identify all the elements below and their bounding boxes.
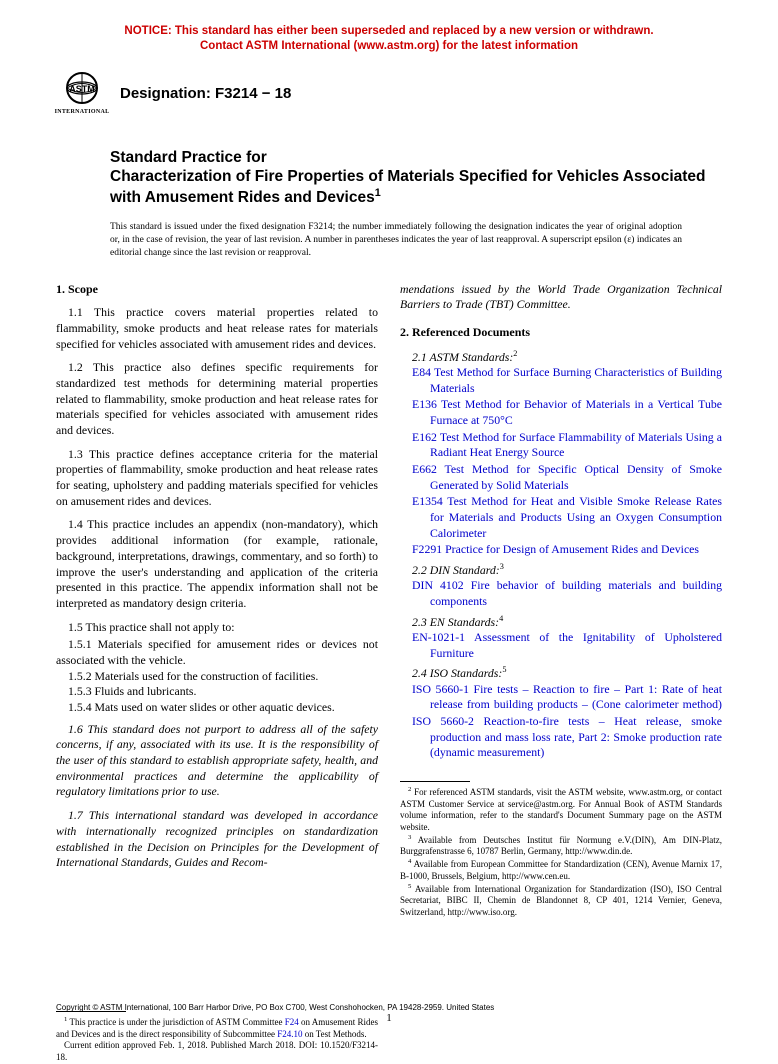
footnote-3: 3 Available from Deutsches Institut für … xyxy=(400,834,722,858)
svg-text:ASTM: ASTM xyxy=(69,84,95,94)
fn2-text: For referenced ASTM standards, visit the… xyxy=(400,787,722,832)
refs-s23: 2.3 EN Standards: xyxy=(412,615,499,629)
fn1-link2[interactable]: F24.10 xyxy=(277,1029,302,1039)
ref-e1354-title[interactable]: Test Method for Heat and Visible Smoke R… xyxy=(430,494,722,539)
std-title: Characterization of Fire Properties of M… xyxy=(110,167,712,207)
ref-e662-title[interactable]: Test Method for Specific Optical Density… xyxy=(430,462,722,492)
ref-en1021-code[interactable]: EN-1021-1 xyxy=(412,630,465,644)
ref-iso5660-2: ISO 5660-2 Reaction-to-fire tests – Heat… xyxy=(400,714,722,761)
ref-e162-code[interactable]: E162 xyxy=(412,430,437,444)
ref-e662: E662 Test Method for Specific Optical De… xyxy=(400,462,722,493)
ref-f2291: F2291 Practice for Design of Amusement R… xyxy=(400,542,722,558)
fn3-text: Available from Deutsches Institut für No… xyxy=(400,835,722,857)
astm-logo-icon: ASTM xyxy=(58,71,106,111)
issuance-note: This standard is issued under the fixed … xyxy=(110,221,682,259)
scope-heading: 1. Scope xyxy=(56,282,378,298)
ref-e1354: E1354 Test Method for Heat and Visible S… xyxy=(400,494,722,541)
page-number: 1 xyxy=(0,1011,778,1025)
footnote-1d: Current edition approved Feb. 1, 2018. P… xyxy=(56,1040,378,1063)
ref-e162-title[interactable]: Test Method for Surface Flammability of … xyxy=(430,430,722,460)
astm-logo: ASTM INTERNATIONAL xyxy=(56,68,108,120)
refs-s23-sup: 4 xyxy=(499,614,503,623)
ref-din4102: DIN 4102 Fire behavior of building mater… xyxy=(400,578,722,609)
ref-e662-code[interactable]: E662 xyxy=(412,462,437,476)
footnote-5: 5 Available from International Organizat… xyxy=(400,883,722,919)
right-footnotes: 2 For referenced ASTM standards, visit t… xyxy=(400,781,722,919)
ref-e162: E162 Test Method for Surface Flammabilit… xyxy=(400,430,722,461)
refs-s21: 2.1 ASTM Standards: xyxy=(412,349,513,363)
para-1-4: 1.4 This practice includes an appendix (… xyxy=(56,517,378,611)
refs-s22: 2.2 DIN Standard: xyxy=(412,563,500,577)
para-1-2: 1.2 This practice also defines specific … xyxy=(56,360,378,438)
para-1-6: 1.6 This standard does not purport to ad… xyxy=(56,722,378,800)
refs-s21-sup: 2 xyxy=(513,349,517,358)
footnote-2: 2 For referenced ASTM standards, visit t… xyxy=(400,786,722,834)
para-1-7a: 1.7 This international standard was deve… xyxy=(56,808,378,871)
footnote-4: 4 Available from European Committee for … xyxy=(400,858,722,882)
ref-e84-code[interactable]: E84 xyxy=(412,365,431,379)
ref-e1354-code[interactable]: E1354 xyxy=(412,494,443,508)
ref-iso5660-1: ISO 5660-1 Fire tests – Reaction to fire… xyxy=(400,682,722,713)
left-column: 1. Scope 1.1 This practice covers materi… xyxy=(56,282,378,1064)
fn1-c: on Test Methods. xyxy=(302,1029,366,1039)
notice-banner: NOTICE: This standard has either been su… xyxy=(56,24,722,54)
ref-en1021: EN-1021-1 Assessment of the Ignitability… xyxy=(400,630,722,661)
ref-iso5660-2-code[interactable]: ISO 5660-2 xyxy=(412,714,474,728)
ref-e84: E84 Test Method for Surface Burning Char… xyxy=(400,365,722,396)
refs-s24-sup: 5 xyxy=(502,665,506,674)
refs-iso-head: 2.4 ISO Standards:5 xyxy=(400,665,722,681)
ref-din4102-title[interactable]: Fire behavior of building materials and … xyxy=(430,578,722,608)
refs-s24: 2.4 ISO Standards: xyxy=(412,666,502,680)
std-label: Standard Practice for xyxy=(110,148,712,167)
fn4-text: Available from European Committee for St… xyxy=(400,859,722,881)
para-1-3: 1.3 This practice defines acceptance cri… xyxy=(56,447,378,510)
refs-en-head: 2.3 EN Standards:4 xyxy=(400,614,722,630)
fn5-text: Available from International Organizatio… xyxy=(400,884,722,917)
right-column: mendations issued by the World Trade Org… xyxy=(400,282,722,1064)
ref-e84-title[interactable]: Test Method for Surface Burning Characte… xyxy=(430,365,722,395)
refs-astm-head: 2.1 ASTM Standards:2 xyxy=(400,349,722,365)
notice-line2: Contact ASTM International (www.astm.org… xyxy=(200,40,578,52)
std-title-text: Characterization of Fire Properties of M… xyxy=(110,168,706,206)
title-sup: 1 xyxy=(375,187,381,199)
logo-label: INTERNATIONAL xyxy=(55,109,110,117)
para-1-5-2: 1.5.2 Materials used for the constructio… xyxy=(56,669,378,685)
ref-e136-title[interactable]: Test Method for Behavior of Materials in… xyxy=(430,397,722,427)
para-1-5: 1.5 This practice shall not apply to: xyxy=(56,620,378,636)
header-row: ASTM INTERNATIONAL Designation: F3214 − … xyxy=(56,68,722,120)
para-1-5-3: 1.5.3 Fluids and lubricants. xyxy=(56,684,378,700)
footnote-rule-right xyxy=(400,781,470,782)
designation: Designation: F3214 − 18 xyxy=(120,84,291,104)
para-1-1: 1.1 This practice covers material proper… xyxy=(56,305,378,352)
ref-en1021-title[interactable]: Assessment of the Ignitability of Uphols… xyxy=(430,630,722,660)
refs-s22-sup: 3 xyxy=(500,562,504,571)
ref-f2291-code[interactable]: F2291 xyxy=(412,542,442,556)
para-1-5-1: 1.5.1 Materials specified for amusement … xyxy=(56,637,378,668)
two-columns: 1. Scope 1.1 This practice covers materi… xyxy=(56,282,722,1064)
ref-e136: E136 Test Method for Behavior of Materia… xyxy=(400,397,722,428)
para-1-5-4: 1.5.4 Mats used on water slides or other… xyxy=(56,700,378,716)
refs-din-head: 2.2 DIN Standard:3 xyxy=(400,562,722,578)
ref-f2291-title[interactable]: Practice for Design of Amusement Rides a… xyxy=(445,542,699,556)
para-1-7b: mendations issued by the World Trade Org… xyxy=(400,282,722,313)
ref-iso5660-1-title[interactable]: Fire tests – Reaction to fire – Part 1: … xyxy=(430,682,722,712)
notice-line1: NOTICE: This standard has either been su… xyxy=(124,25,653,37)
ref-e136-code[interactable]: E136 xyxy=(412,397,437,411)
title-block: Standard Practice for Characterization o… xyxy=(110,148,712,207)
ref-din4102-code[interactable]: DIN 4102 xyxy=(412,578,464,592)
ref-iso5660-2-title[interactable]: Reaction-to-fire tests – Heat release, s… xyxy=(430,714,722,759)
ref-iso5660-1-code[interactable]: ISO 5660-1 xyxy=(412,682,469,696)
refs-heading: 2. Referenced Documents xyxy=(400,325,722,341)
